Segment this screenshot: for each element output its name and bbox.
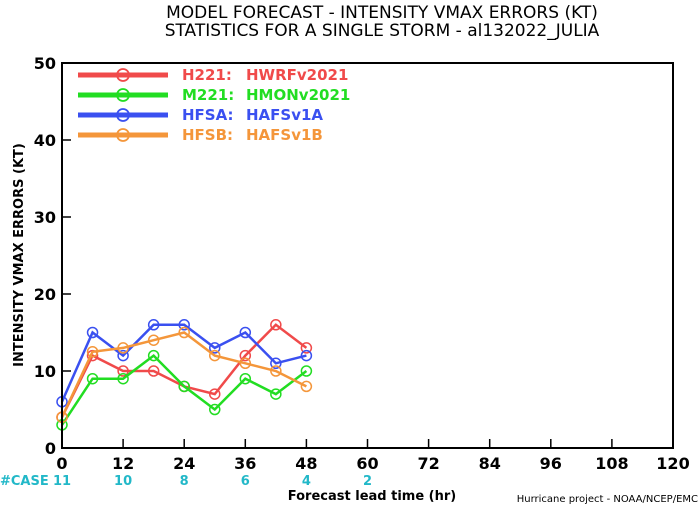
legend-label-3: HAFSv1B	[246, 126, 323, 144]
case-count-4: 4	[302, 474, 311, 489]
series-3-point-2	[117, 342, 129, 354]
x-tick-label-10: 120	[656, 454, 689, 473]
series-0-point-2	[117, 365, 129, 377]
case-count-1: 10	[114, 474, 132, 489]
chart-title-line-2: STATISTICS FOR A SINGLE STORM - al132022…	[165, 21, 600, 41]
y-tick-label-1: 10	[34, 362, 56, 381]
series-1-point-4	[178, 380, 190, 393]
x-tick-label-4: 48	[295, 454, 317, 473]
case-count-3: 6	[241, 474, 250, 489]
x-tick-label-7: 84	[479, 454, 501, 473]
y-tick-label-2: 20	[34, 285, 56, 304]
case-count-0: 11	[53, 474, 71, 489]
chart-title-line-1: MODEL FORECAST - INTENSITY VMAX ERRORS (…	[166, 3, 598, 23]
series-2-point-2	[117, 349, 129, 362]
legend-marker-0	[116, 68, 130, 82]
legend-marker-3	[116, 128, 130, 142]
x-tick-label-1: 12	[112, 454, 134, 473]
legend-name-1: M221:	[182, 86, 234, 104]
legend-name-2: HFSA:	[182, 106, 234, 124]
series-3-point-6	[239, 357, 252, 370]
series-1-point-6	[239, 372, 252, 385]
y-axis-label: INTENSITY VMAX ERRORS (KT)	[12, 143, 27, 367]
legend-label-0: HWRFv2021	[246, 66, 348, 84]
case-count-2: 8	[180, 474, 189, 489]
series-2-point-4	[178, 319, 190, 331]
legend-marker-1	[116, 88, 130, 102]
legend-marker-2	[116, 108, 130, 122]
x-axis-label: Forecast lead time (hr)	[288, 489, 456, 504]
series-2-point-8	[300, 349, 313, 362]
legend: H221: HWRFv2021 M221: HMONv2021 HFSA: HAFSv1A…	[78, 66, 350, 144]
y-tick-label-4: 40	[34, 131, 56, 150]
x-tick-label-8: 96	[540, 454, 562, 473]
y-tick-label-0: 0	[45, 439, 56, 458]
case-counts: 11 10 8 6 4 2	[53, 474, 372, 489]
series-3-point-7	[270, 365, 282, 377]
axis-ticks: 0 12 24 36 48 60 72 84 96 108 120 0 10 20 30 40 50	[34, 54, 690, 473]
x-tick-label-5: 60	[356, 454, 378, 473]
plot-frame	[61, 62, 674, 449]
series-2-point-5	[209, 342, 221, 354]
series-3-point-8	[300, 380, 313, 393]
series-2-point-1	[86, 326, 99, 339]
series-2-point-7	[270, 357, 282, 370]
series-0-point-6	[239, 349, 252, 362]
series-1-point-1	[86, 372, 99, 385]
x-tick-label-0: 0	[56, 454, 67, 473]
series-layer	[56, 319, 313, 431]
series-3-point-4	[178, 326, 190, 339]
legend-name-3: HFSB:	[182, 126, 233, 144]
series-0-point-3	[147, 365, 160, 377]
series-0-point-7	[270, 319, 282, 331]
series-1-point-3	[147, 349, 160, 362]
series-1-point-2	[117, 372, 129, 385]
series-1-point-8	[300, 365, 313, 377]
series-line-3	[60, 331, 307, 418]
series-line-2	[60, 323, 307, 403]
legend-name-0: H221:	[182, 66, 232, 84]
series-3-point-1	[86, 346, 99, 358]
series-1-point-7	[270, 388, 282, 400]
series-line-1	[60, 353, 308, 426]
legend-label-1: HMONv2021	[246, 86, 350, 104]
series-3-point-5	[209, 349, 221, 362]
series-3-point-3	[147, 334, 160, 346]
series-2-point-3	[147, 319, 160, 331]
y-tick-label-5: 50	[34, 54, 56, 73]
series-0-point-5	[209, 388, 221, 400]
legend-label-2: HAFSv1A	[246, 106, 323, 124]
x-tick-label-6: 72	[417, 454, 439, 473]
x-tick-label-2: 24	[173, 454, 195, 473]
series-2-point-6	[239, 326, 252, 339]
series-1-point-5	[209, 403, 221, 416]
series-0-point-8	[300, 342, 313, 354]
x-tick-label-3: 36	[234, 454, 256, 473]
case-label: #CASE	[0, 474, 49, 489]
y-tick-label-3: 30	[34, 208, 56, 227]
case-count-5: 2	[363, 474, 372, 489]
credit-text: Hurricane project - NOAA/NCEP/EMC	[517, 494, 698, 505]
x-tick-label-9: 108	[595, 454, 628, 473]
